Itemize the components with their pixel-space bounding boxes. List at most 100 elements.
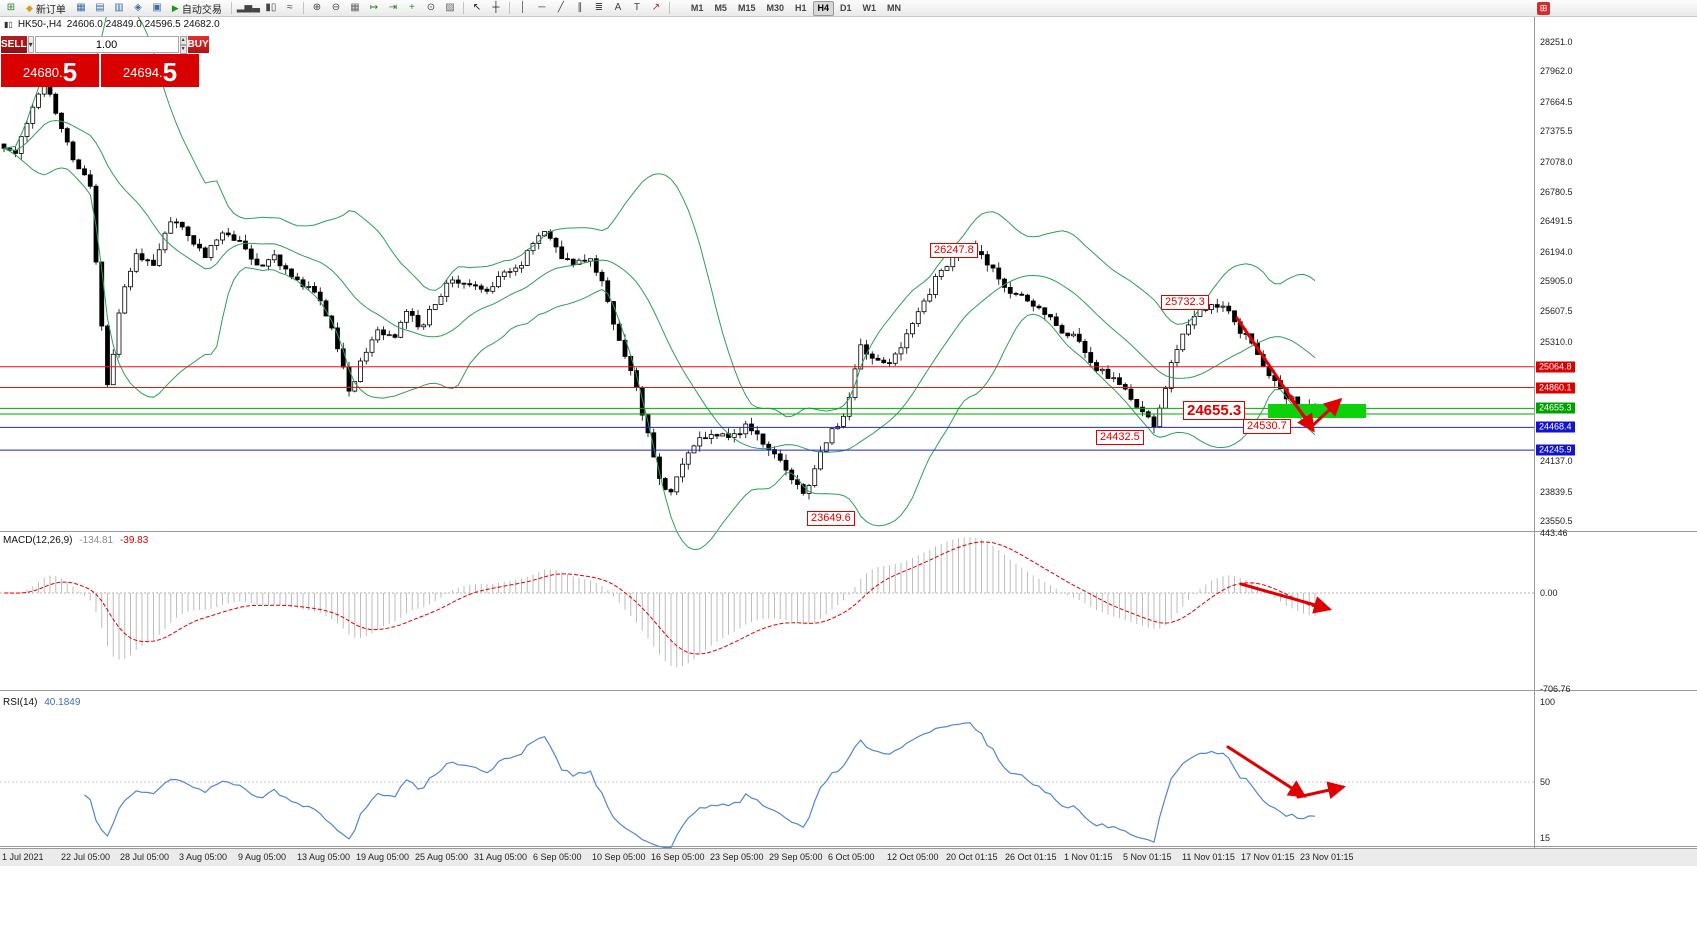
horizontal-line-icon[interactable]: ─	[538, 2, 546, 13]
toolbar-separator	[508, 2, 510, 14]
volume-dropdown[interactable]: ▾	[27, 36, 34, 53]
timeframe-m5[interactable]: M5	[714, 2, 727, 13]
new-chart-icon[interactable]: ⊞	[6, 2, 16, 13]
timeframe-m30[interactable]: M30	[766, 2, 784, 13]
price-axis-label: 27375.5	[1540, 126, 1573, 137]
terminal-icon[interactable]: ▣	[152, 2, 162, 13]
macd-signal-line	[4, 541, 1316, 655]
text-icon[interactable]: A	[614, 2, 622, 13]
data-window-icon[interactable]: ▥	[114, 2, 124, 13]
sell-price-big-digit: 5	[62, 57, 78, 87]
time-axis-label: 16 Sep 05:00	[651, 852, 705, 862]
trend-arrow[interactable]	[1226, 745, 1307, 798]
price-axis-label: 25905.0	[1540, 276, 1573, 287]
vertical-line-icon[interactable]: │	[519, 2, 527, 13]
volume-input[interactable]	[34, 36, 179, 53]
volume-spinner: ▲ ▼	[179, 36, 187, 54]
trend-arrow[interactable]	[1296, 781, 1346, 800]
macd-histogram	[9, 537, 1316, 668]
indicators-icon[interactable]: +	[409, 2, 415, 13]
time-scale[interactable]: 1 Jul 2021 22 Jul 05:00 28 Jul 05:00 3 Aug …	[0, 848, 1697, 866]
time-axis-label: 1 Nov 01:15	[1064, 852, 1113, 862]
toolbar-separator	[462, 2, 464, 14]
price-level-tag: 24468.4	[1536, 421, 1575, 433]
autotrading-button-label: 自动交易	[181, 4, 222, 16]
line-chart-icon[interactable]: ≈	[287, 2, 293, 13]
price-annotation[interactable]: 26247.8	[930, 243, 978, 258]
buy-price-display[interactable]: 24694. 5	[101, 54, 199, 87]
time-axis-label: 19 Aug 05:00	[356, 852, 410, 862]
trendline-icon[interactable]: ╱	[557, 2, 564, 13]
sell-price-main: 24680.	[22, 65, 63, 80]
timeframe-m1[interactable]: M1	[690, 2, 704, 13]
rsi-axis-label: 15	[1540, 833, 1551, 843]
crosshair-icon[interactable]: ┼	[492, 2, 500, 13]
timeframe-h1[interactable]: H1	[794, 2, 807, 13]
chart-caption: ▮▯ HK50-,H4 24606.0 24849.0 24596.5 2468…	[4, 19, 220, 30]
timeframe-h4[interactable]: H4	[812, 0, 835, 16]
profiles-icon[interactable]: ▦	[76, 2, 86, 13]
price-annotation[interactable]: 24655.3	[1183, 401, 1246, 420]
timeframe-w1[interactable]: W1	[862, 2, 877, 13]
time-axis-label: 20 Oct 01:15	[946, 852, 998, 862]
fibonacci-icon[interactable]: ≣	[594, 2, 604, 13]
rsi-line	[84, 722, 1316, 849]
toolbar-separator	[230, 2, 232, 14]
shapes-icon[interactable]: ↗	[651, 2, 661, 13]
periods-icon[interactable]: ⊙	[426, 2, 436, 13]
chart-shift-icon[interactable]: ⇥	[388, 2, 398, 13]
time-axis-label: 29 Sep 05:00	[769, 852, 823, 862]
zoom-in-icon[interactable]: ⊕	[312, 2, 322, 13]
time-axis-label: 3 Aug 05:00	[179, 852, 228, 862]
timeframe-d1[interactable]: D1	[840, 2, 852, 13]
auto-scroll-icon[interactable]: ↦	[369, 2, 379, 13]
zoom-out-icon[interactable]: ⊖	[331, 2, 341, 13]
buy-price-big-digit: 5	[162, 57, 178, 87]
sell-price-display[interactable]: 24680. 5	[1, 54, 99, 87]
text-label-icon[interactable]: T	[633, 2, 640, 13]
time-axis-label: 6 Sep 05:00	[533, 852, 582, 862]
template-icon[interactable]: ▨	[445, 2, 455, 13]
price-annotation[interactable]: 24432.5	[1096, 430, 1144, 445]
navigator-icon[interactable]: ◈	[134, 2, 142, 13]
channel-icon[interactable]: ∥	[577, 2, 583, 13]
new-order-button[interactable]: ◆ 新订单	[21, 0, 71, 16]
autotrading-button[interactable]: ▶ 自动交易	[167, 0, 227, 16]
price-annotation[interactable]: 23649.6	[807, 511, 855, 526]
time-axis-label: 11 Nov 01:15	[1182, 852, 1235, 862]
price-annotation[interactable]: 24530.7	[1243, 419, 1291, 434]
macd-axis-label: 443.46	[1540, 528, 1568, 538]
time-axis-label: 17 Nov 01:15	[1241, 852, 1295, 862]
timeframe-mn[interactable]: MN	[887, 2, 902, 13]
sell-button[interactable]: SELL	[1, 36, 27, 53]
autotrading-play-icon: ▶	[171, 2, 179, 13]
price-annotation[interactable]: 25732.3	[1161, 295, 1209, 310]
macd-main-value: -134.81	[79, 535, 114, 546]
price-axis-label: 26194.0	[1540, 246, 1573, 257]
macd-signal-value: -39.83	[119, 535, 149, 546]
cursor-icon[interactable]: ↖	[472, 2, 482, 13]
bar-chart-icon[interactable]: ▂▅▃	[236, 2, 260, 13]
price-axis-label: 27962.0	[1540, 66, 1573, 77]
time-axis-label: 28 Jul 05:00	[120, 852, 170, 862]
support-zone-highlight[interactable]	[1268, 404, 1366, 418]
candlestick-chart-icon[interactable]: ▮▯	[265, 2, 277, 13]
trend-arrow[interactable]	[1288, 396, 1343, 428]
price-axis-label: 27664.5	[1540, 96, 1573, 107]
buy-button[interactable]: BUY	[187, 36, 209, 53]
time-axis-label: 13 Aug 05:00	[297, 852, 351, 862]
volume-down-button[interactable]: ▼	[179, 45, 187, 54]
toolbar-separator	[668, 2, 670, 14]
volume-up-button[interactable]: ▲	[179, 36, 187, 45]
rsi-value: 40.1849	[44, 697, 81, 708]
time-axis-label: 23 Nov 01:15	[1300, 852, 1354, 862]
market-watch-icon[interactable]: ▤	[95, 2, 105, 13]
community-icon[interactable]: ⊞	[1537, 2, 1550, 15]
trend-arrow[interactable]	[1239, 582, 1332, 614]
symbol-period-label: HK50-,H4	[17, 19, 62, 30]
price-axis-label: 24137.0	[1540, 456, 1573, 467]
timeframe-m15[interactable]: M15	[737, 2, 756, 13]
time-axis-label: 1 Jul 2021	[2, 852, 44, 862]
tile-windows-icon[interactable]: ▦	[350, 2, 360, 13]
